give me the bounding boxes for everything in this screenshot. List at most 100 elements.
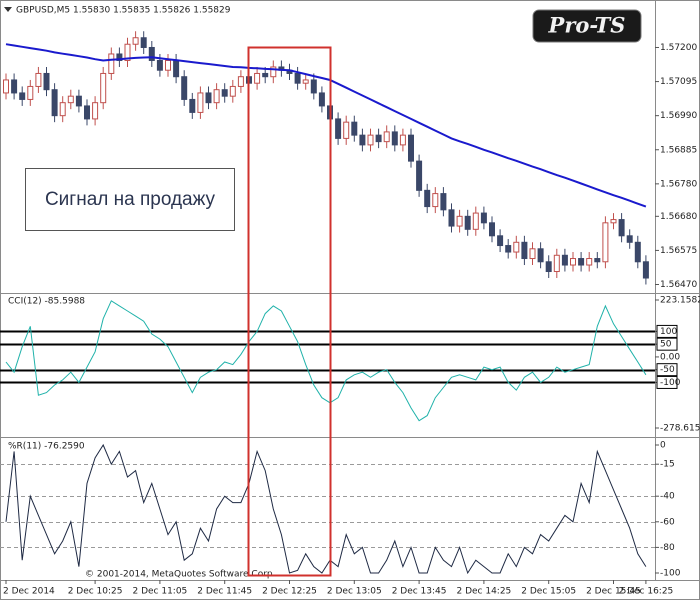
candle-body (472, 212, 479, 230)
x-tick-label: 2 Dec 11:45 (197, 587, 252, 597)
level-label-box (656, 337, 678, 351)
indicator-line (5, 300, 647, 422)
y-tick-label: 1.56575 (660, 246, 697, 256)
y-tick-label: 223.1582 (660, 296, 700, 306)
candle-body (173, 59, 180, 78)
y-tick-label: -80 (660, 543, 675, 553)
y-tick-label: 1.56780 (660, 179, 697, 189)
candle-body (59, 102, 66, 117)
candle-body (205, 92, 212, 104)
x-tick-label: 2 Dec 12:25 (262, 587, 317, 597)
candle-body (116, 53, 123, 61)
candle-body (399, 134, 406, 146)
candle-body (221, 89, 228, 97)
candle-body (165, 59, 171, 71)
candle-body (148, 46, 155, 61)
candle-body (456, 215, 463, 227)
candle-body (294, 72, 301, 84)
candle-body (43, 72, 50, 91)
candle-body (408, 134, 414, 162)
candle-body (610, 219, 617, 224)
candle-body (318, 92, 325, 107)
candle-body (553, 254, 560, 273)
candle-body (618, 219, 625, 237)
candle-body (124, 43, 131, 61)
candle-body (181, 76, 188, 100)
candle-body (67, 95, 74, 104)
candle-body (343, 121, 350, 139)
y-tick-label: 1.56990 (660, 111, 697, 121)
candle-body (51, 89, 58, 117)
x-tick-label: 2 Dec 13:05 (327, 587, 382, 597)
y-tick-label: 1.56470 (660, 280, 697, 290)
signal-frame (247, 46, 332, 577)
candle-body (521, 241, 528, 260)
candle-body (270, 66, 277, 78)
collapse-arrow (4, 7, 12, 12)
y-tick-label: -40 (660, 492, 675, 502)
candle-body (586, 258, 593, 266)
candle-body (302, 79, 309, 84)
candle-body (634, 241, 641, 263)
candle-body (237, 76, 244, 87)
y-tick-label: 1.57095 (660, 77, 697, 87)
candle-body (489, 222, 495, 237)
annotation-box (25, 168, 235, 231)
candle-body (19, 92, 26, 100)
candle-body (529, 248, 536, 260)
x-tick-label: 2 Dec 14:25 (456, 587, 511, 597)
wpr-title: %R(11) -76.2590 (8, 442, 85, 452)
candle-body (448, 209, 455, 227)
candle-body (189, 98, 196, 113)
candle-body (545, 261, 552, 273)
candle-body (335, 118, 342, 139)
candle-body (537, 248, 544, 263)
y-tick-label: 1.56680 (660, 212, 697, 222)
y-tick-label: -278.6156 (660, 424, 700, 434)
candle-body (570, 258, 576, 266)
candle-body (310, 79, 317, 94)
y-tick-label: -50 (660, 365, 675, 375)
candle-body (254, 72, 261, 84)
candle-body (359, 134, 366, 146)
y-tick-label: 50 (660, 340, 672, 350)
x-tick-label: 2 Dec 15:05 (521, 587, 576, 597)
candle-body (505, 245, 512, 253)
x-tick-label: 2 Dec 2014 (3, 587, 55, 597)
candle-body (594, 258, 601, 263)
candle-body (11, 79, 18, 94)
symbol-header: GBPUSD,M5 1.55830 1.55835 1.55826 1.5582… (16, 6, 231, 16)
y-tick-label: -15 (660, 460, 675, 470)
x-tick-label: 2 Dec 10:25 (68, 587, 123, 597)
x-tick-label: 2 Dec 15:45 (586, 587, 641, 597)
candle-body (383, 131, 390, 143)
candle-body (440, 193, 447, 211)
candle-body (416, 160, 423, 191)
y-tick-label: -100 (660, 378, 681, 388)
candle-body (642, 261, 649, 279)
x-tick-label: 2 Dec 16:25 (618, 587, 673, 597)
candle-body (75, 95, 82, 107)
annotation: Сигнал на продажу (45, 189, 216, 210)
candle-body (513, 241, 520, 253)
y-tick-label: 100 (660, 327, 677, 337)
candle-body (367, 134, 374, 146)
watermark-box (532, 9, 642, 43)
candle-body (213, 89, 220, 104)
y-tick-label: 1.56885 (660, 145, 697, 155)
x-tick-label: 2 Dec 13:45 (392, 587, 447, 597)
candle-body (497, 235, 504, 247)
candle-body (140, 37, 147, 48)
y-tick-label: 1.57200 (660, 43, 697, 53)
candle-body (464, 215, 471, 230)
cci-title: CCI(12) -85.5988 (8, 297, 85, 307)
watermark: Pro-TS (548, 13, 626, 38)
candle-body (424, 189, 431, 208)
candle-body (391, 131, 398, 146)
candle-body (578, 258, 585, 266)
y-tick-label: -60 (660, 517, 675, 527)
candle-body (229, 85, 236, 97)
indicator-line (5, 43, 647, 208)
